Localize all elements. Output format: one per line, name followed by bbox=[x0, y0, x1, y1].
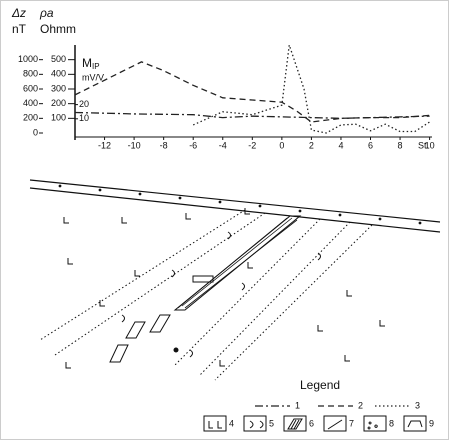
dike bbox=[173, 215, 302, 311]
legend-label: 2 bbox=[358, 400, 363, 410]
y2-tick-label: 100 bbox=[51, 113, 66, 123]
x-tick-label: 6 bbox=[368, 140, 373, 150]
symbol-label: 6 bbox=[309, 418, 314, 428]
y2-label-top: ρa bbox=[39, 6, 54, 20]
symbol-icon bbox=[287, 418, 303, 430]
y2-label-unit: Ohmm bbox=[40, 22, 76, 36]
symbol-icon bbox=[208, 421, 222, 429]
x-tick-label: 0 bbox=[279, 140, 284, 150]
symbol-icon bbox=[367, 421, 378, 430]
y3-label-unit: mV/V bbox=[82, 72, 104, 82]
y2-tick-label: 500 bbox=[51, 54, 66, 64]
symbol-box bbox=[363, 415, 387, 432]
symbol-legend bbox=[203, 415, 427, 432]
y-tick-label: 400 bbox=[23, 98, 38, 108]
y-tick-label: 800 bbox=[23, 69, 38, 79]
y2-tick-label: 400 bbox=[51, 69, 66, 79]
y-tick-label: 1000 bbox=[18, 54, 38, 64]
y-label-unit: nT bbox=[12, 22, 27, 36]
section bbox=[29, 179, 441, 381]
symbol-box bbox=[283, 415, 307, 432]
x-tick-label: -8 bbox=[160, 140, 168, 150]
y2-tick-label: 200 bbox=[51, 98, 66, 108]
surface-dots bbox=[58, 184, 422, 225]
y3-tick-label: 20 bbox=[79, 99, 89, 109]
symbol-icon bbox=[327, 419, 343, 430]
symbol-label: 9 bbox=[429, 418, 434, 428]
series-line bbox=[192, 44, 430, 134]
y3-label-main: M bbox=[82, 56, 92, 70]
y3-label: MIP bbox=[82, 56, 100, 71]
symbol-box bbox=[403, 415, 427, 432]
legend-label: 1 bbox=[295, 400, 300, 410]
point bbox=[173, 347, 179, 353]
symbol-label: 7 bbox=[349, 418, 354, 428]
x-tick-label: 4 bbox=[338, 140, 343, 150]
contact-lines bbox=[39, 209, 373, 381]
y-tick-label: 200 bbox=[23, 113, 38, 123]
y3-tick-label: 10 bbox=[79, 113, 89, 123]
symbol-label: 5 bbox=[269, 418, 274, 428]
dike-fragments bbox=[109, 314, 171, 363]
symbol-box bbox=[323, 415, 347, 432]
symbol-box bbox=[243, 415, 267, 432]
x-tick-label: 10 bbox=[425, 140, 435, 150]
marker bbox=[192, 275, 214, 283]
x-tick-label: -6 bbox=[189, 140, 197, 150]
y2-tick-label: 300 bbox=[51, 83, 66, 93]
symbol-icon bbox=[407, 420, 423, 428]
x-tick-label: -2 bbox=[248, 140, 256, 150]
y-label-top: Δz bbox=[11, 6, 26, 20]
x-label: St. bbox=[418, 140, 429, 150]
dike-hatch bbox=[177, 217, 298, 309]
y-tick-label: 600 bbox=[23, 83, 38, 93]
x-tick-label: -12 bbox=[98, 140, 111, 150]
y3-label-sub: IP bbox=[92, 62, 100, 71]
symbol-label: 8 bbox=[389, 418, 394, 428]
lava-symbols bbox=[63, 208, 385, 369]
legend-label: 3 bbox=[415, 400, 420, 410]
x-tick-label: -4 bbox=[219, 140, 227, 150]
dacite-symbols bbox=[121, 231, 321, 358]
symbol-label: 4 bbox=[229, 418, 234, 428]
legend-title: Legend bbox=[300, 378, 340, 392]
y-tick-label: 0 bbox=[33, 127, 38, 137]
x-tick-label: 2 bbox=[309, 140, 314, 150]
x-tick-label: 8 bbox=[398, 140, 403, 150]
symbol-icon bbox=[249, 420, 264, 429]
symbol-box bbox=[203, 415, 227, 432]
series-line bbox=[74, 111, 430, 119]
x-tick-label: -10 bbox=[128, 140, 141, 150]
